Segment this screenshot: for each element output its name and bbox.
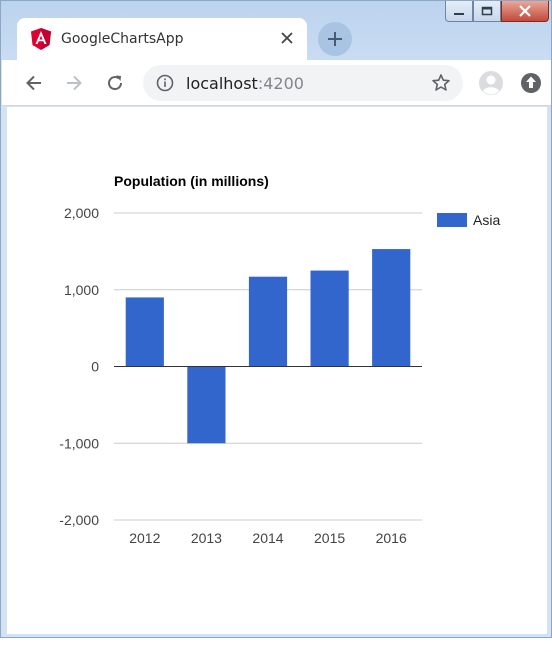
x-tick-label: 2016 xyxy=(376,530,407,546)
window-controls xyxy=(445,1,549,25)
reload-icon xyxy=(108,75,123,91)
browser-tab[interactable]: GoogleChartsApp xyxy=(17,18,307,60)
star-icon[interactable] xyxy=(431,73,451,93)
bar[interactable] xyxy=(187,366,226,444)
window-close-button[interactable] xyxy=(501,1,549,22)
angular-icon xyxy=(31,28,51,50)
plus-icon xyxy=(328,32,342,46)
reload-button[interactable] xyxy=(103,71,127,95)
bar[interactable] xyxy=(248,276,288,367)
x-tick-label: 2013 xyxy=(191,530,222,546)
x-tick-label: 2014 xyxy=(252,530,283,546)
tab-title: GoogleChartsApp xyxy=(61,31,184,47)
bar[interactable] xyxy=(125,297,164,367)
y-tick-label: 0 xyxy=(91,359,99,375)
y-tick-label: -1,000 xyxy=(59,435,99,451)
window-close-icon xyxy=(519,5,531,17)
info-icon[interactable] xyxy=(156,74,174,92)
page-viewport: 2,000 1,000 0 -1,000 -2,000 2012 2013 2014 2015… xyxy=(7,107,547,634)
arrow-right-icon xyxy=(67,75,82,91)
tab-close-button[interactable] xyxy=(279,30,295,46)
y-tick-label: 2,000 xyxy=(64,205,99,221)
new-tab-button[interactable] xyxy=(318,22,352,56)
y-axis-labels: 2,000 1,000 0 -1,000 -2,000 xyxy=(59,205,99,528)
browser-toolbar: localhost:4200 xyxy=(2,60,551,106)
y-tick-label: 1,000 xyxy=(64,282,99,298)
browser-window: GoogleChartsApp localhost:4200 xyxy=(0,0,552,638)
column-chart: 2,000 1,000 0 -1,000 -2,000 2012 2013 2014 2015… xyxy=(59,173,500,546)
info-glyph xyxy=(156,74,174,92)
bars xyxy=(125,249,411,444)
maximize-button[interactable] xyxy=(473,1,501,22)
y-tick-label: -2,000 xyxy=(59,512,99,528)
forward-button[interactable] xyxy=(62,71,86,95)
profile-icon[interactable] xyxy=(478,70,504,96)
arrow-left-icon xyxy=(26,75,41,91)
close-icon xyxy=(281,32,293,44)
x-axis-labels: 2012 2013 2014 2015 2016 xyxy=(129,530,407,546)
maximize-icon xyxy=(481,6,493,16)
gridlines xyxy=(114,212,422,521)
update-icon[interactable] xyxy=(519,71,543,95)
minimize-icon xyxy=(454,13,464,15)
url-host: localhost xyxy=(186,73,258,93)
x-tick-label: 2015 xyxy=(314,530,345,546)
url-text: localhost:4200 xyxy=(186,74,304,93)
url-port: :4200 xyxy=(257,73,304,93)
minimize-button[interactable] xyxy=(445,1,473,22)
address-bar[interactable]: localhost:4200 xyxy=(143,65,463,101)
legend-swatch xyxy=(437,213,467,227)
legend: Asia xyxy=(437,212,500,228)
back-button[interactable] xyxy=(22,71,46,95)
x-tick-label: 2012 xyxy=(129,530,160,546)
chart-title: Population (in millions) xyxy=(114,173,269,189)
bar[interactable] xyxy=(372,249,411,367)
bar[interactable] xyxy=(310,270,349,367)
legend-label: Asia xyxy=(473,212,500,228)
